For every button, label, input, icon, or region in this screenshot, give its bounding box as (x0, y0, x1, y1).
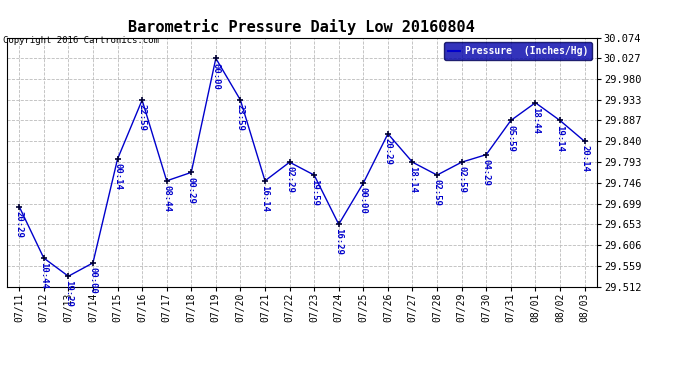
Text: 00:00: 00:00 (359, 187, 368, 214)
Text: 02:59: 02:59 (457, 166, 466, 193)
Text: 02:59: 02:59 (433, 179, 442, 206)
Legend: Pressure  (Inches/Hg): Pressure (Inches/Hg) (444, 42, 592, 60)
Text: 20:14: 20:14 (580, 146, 589, 172)
Text: 20:29: 20:29 (384, 138, 393, 165)
Text: 18:44: 18:44 (531, 107, 540, 134)
Text: 04:29: 04:29 (482, 159, 491, 186)
Text: Copyright 2016 Cartronics.com: Copyright 2016 Cartronics.com (3, 36, 159, 45)
Text: 20:29: 20:29 (14, 211, 23, 238)
Text: 00:00: 00:00 (211, 63, 220, 89)
Text: 19:14: 19:14 (555, 124, 564, 152)
Text: 18:14: 18:14 (408, 166, 417, 193)
Text: 19:29: 19:29 (64, 280, 73, 307)
Text: 10:44: 10:44 (39, 262, 48, 289)
Text: 08:44: 08:44 (162, 185, 171, 212)
Text: 00:14: 00:14 (113, 163, 122, 190)
Text: 00:29: 00:29 (187, 177, 196, 203)
Text: 19:59: 19:59 (310, 179, 319, 206)
Text: 00:00: 00:00 (88, 267, 97, 294)
Text: 22:59: 22:59 (137, 104, 146, 131)
Text: 05:59: 05:59 (506, 124, 515, 152)
Text: 02:29: 02:29 (285, 166, 294, 193)
Title: Barometric Pressure Daily Low 20160804: Barometric Pressure Daily Low 20160804 (128, 19, 475, 35)
Text: 16:14: 16:14 (261, 185, 270, 212)
Text: 23:59: 23:59 (236, 104, 245, 131)
Text: 16:29: 16:29 (334, 228, 343, 255)
